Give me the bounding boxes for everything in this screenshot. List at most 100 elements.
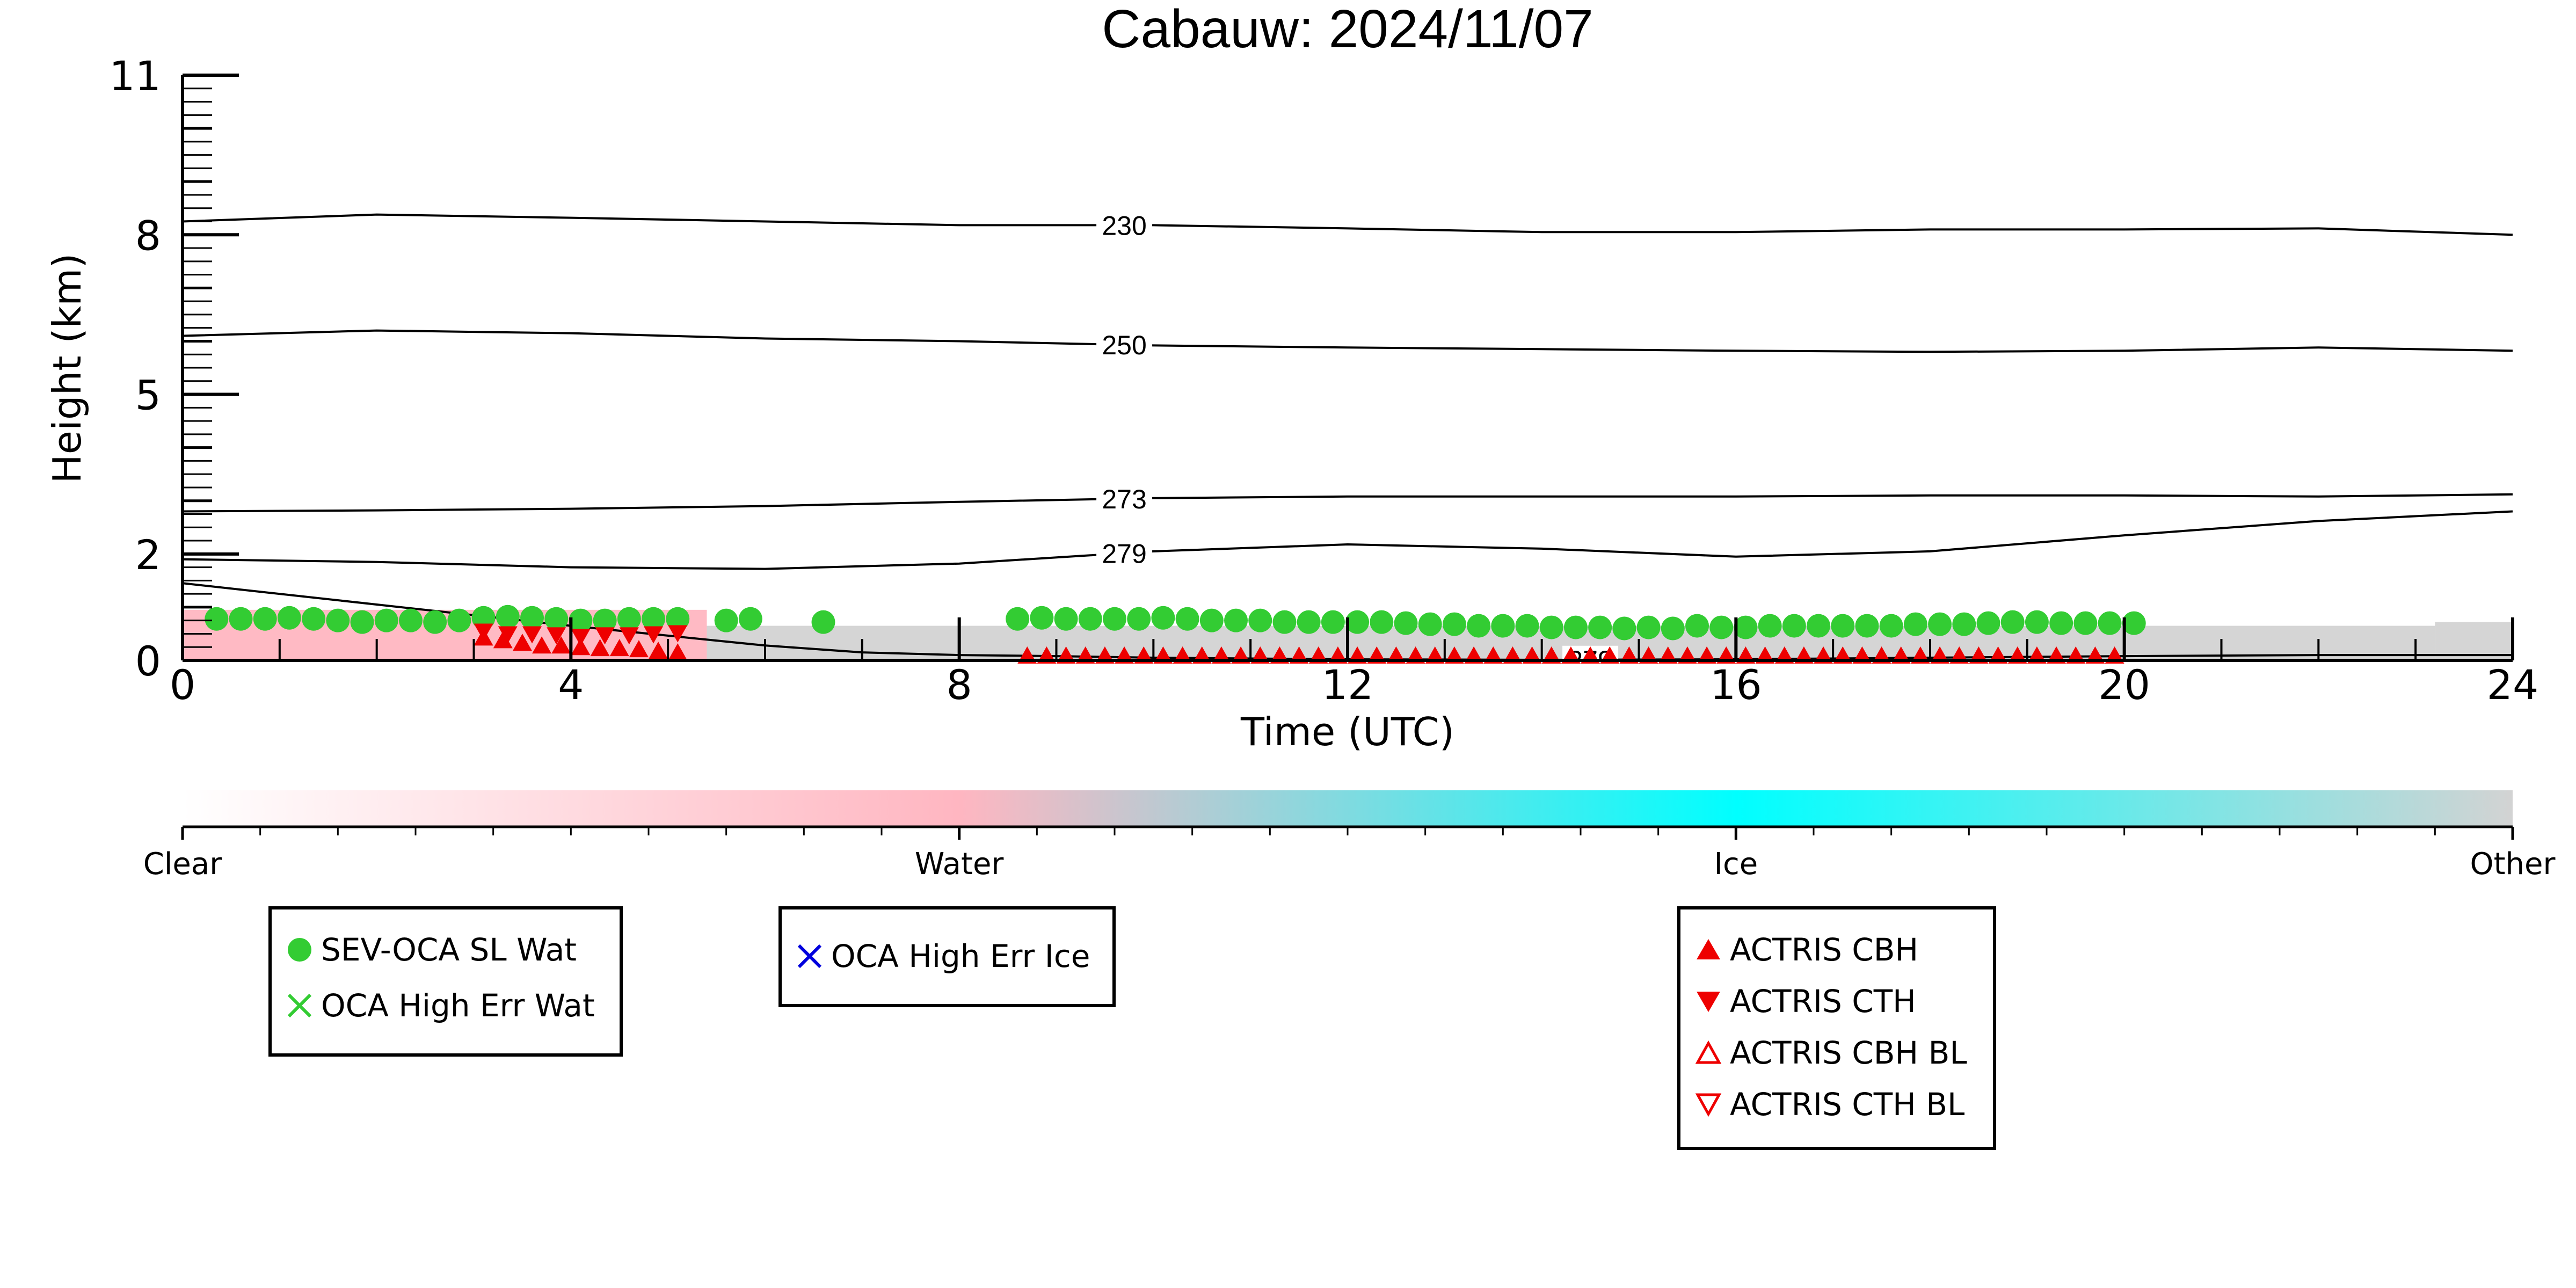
- data-point: [1855, 614, 1879, 638]
- x-tick-label: 8: [946, 661, 972, 709]
- data-point: [569, 608, 593, 632]
- data-point: [1807, 614, 1831, 638]
- data-point: [374, 608, 398, 632]
- data-point: [1297, 610, 1321, 634]
- data-point: [1685, 614, 1709, 638]
- data-point: [617, 607, 641, 631]
- data-point: [595, 627, 615, 645]
- data-point: [493, 631, 513, 649]
- data-point: [302, 607, 326, 631]
- data-point: [1515, 614, 1539, 638]
- data-point: [1539, 615, 1563, 639]
- temperature-contour: [183, 493, 2513, 513]
- legend-ice: OCA High Err Ice: [778, 906, 1116, 1007]
- data-point: [738, 607, 762, 631]
- colorbar-label: Water: [915, 847, 1005, 882]
- data-point: [512, 634, 532, 651]
- red-triangle-down-open-icon: [1695, 1093, 1722, 1117]
- data-point: [1345, 610, 1370, 634]
- legend-item-oca-high-err-ice: OCA High Err Ice: [795, 937, 1090, 975]
- legend-item-sev-oca-sl-wat: SEV-OCA SL Wat: [285, 931, 577, 969]
- x-tick-label: 16: [1710, 661, 1762, 709]
- data-point: [498, 626, 518, 644]
- legend-item-actris-cbh-bl: ACTRIS CBH BL: [1693, 1034, 1967, 1072]
- data-point: [423, 610, 447, 634]
- legend-label: ACTRIS CTH BL: [1730, 1086, 1965, 1123]
- data-point: [1370, 610, 1394, 634]
- data-point: [1734, 615, 1758, 639]
- data-point: [668, 643, 688, 661]
- data-point: [398, 608, 423, 632]
- data-point: [350, 610, 374, 634]
- x-tick-label: 4: [558, 661, 584, 709]
- data-point: [532, 636, 552, 654]
- data-point: [522, 626, 542, 644]
- colorbar-label: Clear: [143, 847, 222, 882]
- y-tick-label: 2: [135, 531, 161, 579]
- data-point: [1103, 607, 1126, 631]
- data-point: [1563, 615, 1588, 639]
- data-point: [1127, 607, 1151, 631]
- contour-label-bg: [1096, 211, 1153, 239]
- data-point: [1467, 614, 1491, 638]
- data-point: [668, 625, 688, 643]
- x-axis-label: Time (UTC): [1240, 709, 1454, 754]
- data-point: [2000, 610, 2025, 634]
- red-triangle-down-icon: [1697, 992, 1720, 1012]
- temperature-contour: [183, 213, 2513, 236]
- data-point: [1491, 614, 1515, 638]
- data-point: [1952, 612, 1976, 636]
- data-point: [1976, 611, 2000, 635]
- legend-item-actris-cth: ACTRIS CTH: [1693, 983, 1916, 1020]
- y-tick-label: 0: [135, 637, 161, 685]
- data-point: [1272, 610, 1297, 634]
- y-tick-label: 5: [135, 372, 161, 419]
- data-point: [551, 636, 571, 654]
- data-point: [1661, 616, 1685, 641]
- x-tick-label: 24: [2487, 661, 2539, 709]
- data-point: [1394, 611, 1418, 635]
- legend-item-actris-cbh: ACTRIS CBH: [1693, 931, 1918, 969]
- data-point: [1078, 607, 1102, 631]
- data-point: [1831, 614, 1855, 638]
- data-point: [1612, 616, 1636, 641]
- red-triangle-up-icon: [1697, 939, 1720, 959]
- x-tick-label: 20: [2098, 661, 2150, 709]
- y-tick-label: 11: [109, 52, 161, 100]
- data-point: [1928, 612, 1952, 636]
- data-point: [253, 607, 277, 631]
- data-point: [1782, 614, 1806, 638]
- contour-label: 230: [1102, 210, 1146, 241]
- data-point: [2098, 611, 2122, 635]
- x-tick-label: 12: [1322, 661, 1374, 709]
- legend-label: OCA High Err Wat: [321, 987, 595, 1024]
- data-point: [1442, 612, 1466, 636]
- data-point: [326, 608, 350, 632]
- data-point: [1903, 612, 1927, 636]
- legend-actris: ACTRIS CBH ACTRIS CTH ACTRIS CBH BL ACTR…: [1677, 906, 1996, 1150]
- temperature-contour: [183, 329, 2513, 353]
- colorbar: [183, 790, 2513, 827]
- data-point: [642, 607, 666, 631]
- contour-label-bg: [1096, 331, 1153, 359]
- legend-water: SEV-OCA SL Wat OCA High Err Wat: [268, 906, 623, 1057]
- x-tick-label: 0: [170, 661, 195, 709]
- legend-label: ACTRIS CBH: [1730, 932, 1919, 968]
- contour-label-bg: [1096, 539, 1153, 567]
- red-triangle-up-open-icon: [1695, 1040, 1722, 1064]
- data-point: [1588, 615, 1612, 639]
- colorbar-label: Ice: [1714, 847, 1758, 882]
- legend-label: ACTRIS CTH: [1730, 983, 1916, 1020]
- data-point: [571, 629, 591, 646]
- blue-x-icon: [797, 944, 822, 969]
- data-point: [1321, 610, 1345, 634]
- legend-item-actris-cth-bl: ACTRIS CTH BL: [1693, 1086, 1964, 1123]
- green-x-icon: [287, 993, 312, 1018]
- data-point: [2049, 611, 2073, 635]
- data-point: [1199, 608, 1224, 632]
- colorbar-label: Other: [2470, 847, 2556, 882]
- y-axis-label: Height (km): [45, 253, 90, 484]
- data-point: [1879, 614, 1903, 638]
- data-point: [1636, 615, 1661, 639]
- data-point: [1175, 607, 1199, 631]
